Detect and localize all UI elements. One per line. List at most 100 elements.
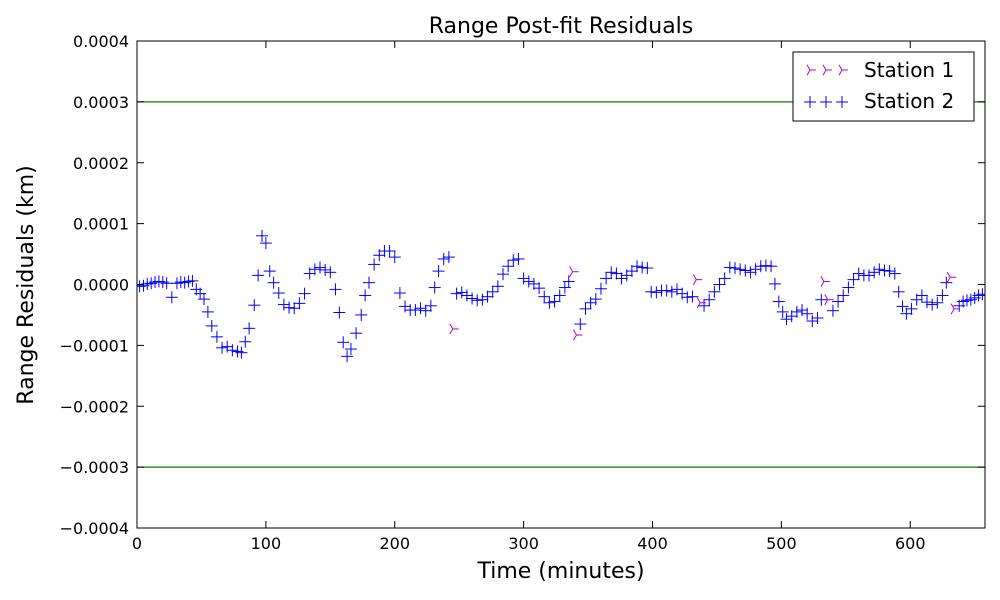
data-point-station-1 [692, 274, 703, 286]
data-point-station-2 [574, 318, 587, 331]
data-point-station-2 [915, 289, 928, 302]
data-point-station-2 [442, 251, 455, 264]
y-tick-label: −0.0001 [60, 336, 129, 355]
data-point-station-2 [226, 344, 239, 357]
data-point-station-2 [198, 293, 211, 306]
data-point-station-2 [610, 267, 623, 280]
data-point-station-2 [801, 307, 814, 320]
data-point-station-2 [605, 266, 618, 279]
data-point-station-2 [243, 322, 256, 335]
data-point-station-2 [579, 302, 592, 315]
data-point-station-2 [186, 274, 199, 287]
data-point-station-2 [641, 262, 654, 275]
data-point-station-2 [548, 295, 561, 308]
data-point-station-2 [432, 265, 445, 278]
y-tick-label: 0.0002 [73, 154, 129, 173]
data-point-station-2 [235, 346, 248, 359]
data-point-station-2 [428, 281, 441, 294]
data-point-station-2 [931, 296, 944, 309]
chart-title: Range Post-fit Residuals [429, 14, 694, 39]
data-point-station-2 [201, 305, 214, 318]
data-point-station-2 [359, 289, 372, 302]
data-point-station-2 [263, 265, 276, 278]
data-point-station-2 [538, 290, 551, 303]
data-point-station-2 [940, 276, 953, 289]
data-point-station-2 [926, 298, 939, 311]
data-point-station-2 [892, 285, 905, 298]
data-point-station-2 [723, 261, 736, 274]
data-point-station-2 [466, 292, 479, 305]
data-point-station-1 [820, 275, 830, 287]
data-point-station-2 [868, 266, 881, 279]
data-point-station-2 [976, 288, 985, 301]
y-axis-label: Range Residuals (km) [14, 165, 39, 404]
data-point-station-2 [543, 296, 556, 309]
data-point-station-2 [703, 293, 716, 306]
data-point-station-2 [759, 259, 772, 272]
data-point-station-2 [267, 276, 280, 289]
data-point-station-2 [522, 275, 535, 288]
data-point-station-2 [355, 308, 368, 321]
data-point-station-2 [337, 336, 350, 349]
data-point-station-2 [765, 260, 778, 273]
x-tick-label: 200 [379, 534, 410, 553]
data-point-station-2 [562, 275, 575, 288]
data-point-station-2 [256, 229, 269, 242]
data-point-station-2 [883, 265, 896, 278]
data-point-station-2 [533, 282, 546, 295]
data-point-station-2 [768, 277, 781, 290]
data-point-station-2 [739, 264, 752, 277]
data-point-station-2 [754, 260, 767, 273]
data-point-station-2 [905, 302, 918, 315]
data-point-station-2 [368, 258, 381, 271]
data-point-station-2 [414, 302, 427, 315]
data-point-station-2 [388, 251, 401, 264]
data-point-station-2 [221, 340, 234, 353]
data-point-station-2 [900, 307, 913, 320]
data-point-station-2 [362, 276, 375, 289]
data-point-station-2 [277, 298, 290, 311]
axes: 0 100 200 300 400 500 600 0.0004 0.0003 0.0002 0.0… [60, 32, 986, 553]
legend-marker-station-1 [806, 64, 848, 76]
data-point-station-2 [650, 286, 663, 299]
x-tick-label: 300 [508, 534, 539, 553]
data-point-station-2 [450, 287, 463, 300]
data-point-station-2 [594, 282, 607, 295]
data-point-station-2 [507, 254, 520, 267]
data-point-station-2 [708, 285, 721, 298]
data-point-station-2 [749, 263, 762, 276]
data-point-station-2 [888, 267, 901, 280]
data-point-station-2 [298, 287, 311, 300]
data-point-station-2 [790, 305, 803, 318]
data-point-station-2 [165, 291, 178, 304]
data-point-station-2 [728, 262, 741, 275]
data-point-station-2 [333, 306, 346, 319]
legend-marker-plus-icon [836, 96, 848, 108]
data-point-station-2 [491, 280, 504, 293]
data-point-station-2 [713, 278, 726, 291]
data-point-station-2 [517, 272, 530, 285]
data-point-station-2 [437, 252, 450, 265]
data-point-station-2 [283, 301, 296, 314]
data-point-station-2 [776, 305, 789, 318]
data-point-station-2 [558, 281, 571, 294]
data-point-station-2 [553, 289, 566, 302]
data-point-station-2 [698, 299, 711, 312]
data-point-station-2 [399, 300, 412, 313]
data-point-station-2 [873, 263, 886, 276]
data-point-station-2 [811, 311, 824, 324]
data-point-station-1 [824, 294, 834, 306]
data-point-station-1 [573, 329, 583, 341]
data-point-station-2 [497, 268, 510, 281]
data-point-station-2 [744, 266, 757, 279]
data-point-station-2 [293, 297, 306, 310]
x-tick-label: 100 [251, 534, 282, 553]
data-point-station-2 [350, 327, 363, 340]
data-point-station-2 [512, 252, 525, 265]
data-point-station-2 [239, 335, 252, 348]
data-point-station-2 [424, 299, 437, 312]
data-point-station-2 [718, 272, 731, 285]
x-tick-label: 400 [637, 534, 668, 553]
data-point-station-2 [921, 296, 934, 309]
